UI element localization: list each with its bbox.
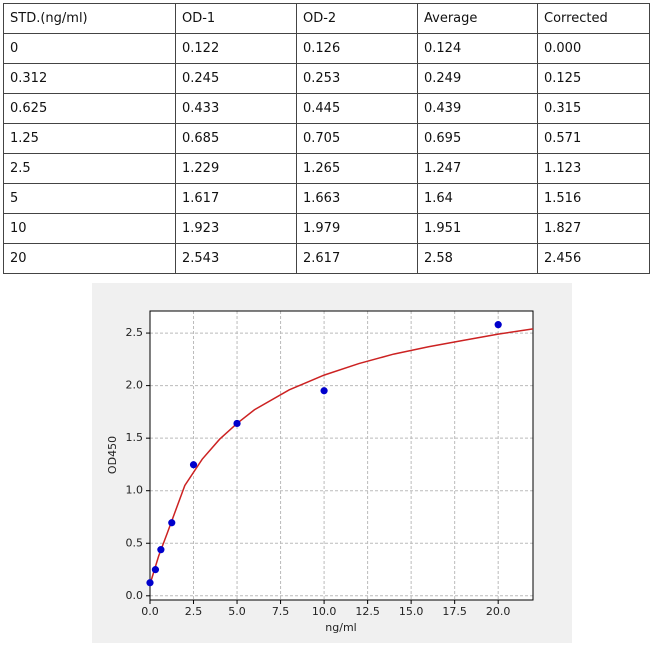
table-cell: 20 bbox=[3, 243, 176, 274]
x-tick-label: 15.0 bbox=[399, 605, 424, 618]
data-point bbox=[157, 546, 165, 554]
x-tick-label: 12.5 bbox=[355, 605, 380, 618]
table-cell: 0.685 bbox=[175, 123, 297, 154]
table-cell: Corrected bbox=[537, 3, 650, 34]
table-cell: 0.126 bbox=[296, 33, 418, 64]
table-cell: 1.516 bbox=[537, 183, 650, 214]
table-cell: 1.247 bbox=[417, 153, 538, 184]
data-point bbox=[146, 579, 154, 587]
data-point bbox=[320, 387, 328, 395]
header-row: STD.(ng/ml) OD-1 OD-2 Average Corrected bbox=[3, 3, 650, 34]
table-cell: 1.979 bbox=[296, 213, 418, 244]
x-tick-label: 7.5 bbox=[272, 605, 290, 618]
data-table: STD.(ng/ml) OD-1 OD-2 Average Corrected 0 0.12… bbox=[3, 3, 650, 274]
table-cell: 0.695 bbox=[417, 123, 538, 154]
data-point bbox=[233, 419, 241, 428]
plot-area bbox=[150, 311, 533, 600]
table-cell: Average bbox=[417, 3, 538, 34]
table-cell: 1.123 bbox=[537, 153, 650, 184]
y-tick-label: 2.5 bbox=[126, 326, 144, 339]
table-cell: 0.253 bbox=[296, 63, 418, 94]
y-axis-label: OD450 bbox=[106, 436, 119, 474]
y-tick-label: 1.0 bbox=[126, 484, 144, 497]
table-row: 5 1.617 1.663 1.64 1.516 bbox=[3, 183, 650, 214]
data-point bbox=[151, 566, 160, 574]
x-tick-label: 5.0 bbox=[228, 605, 246, 618]
x-tick-label: 2.5 bbox=[185, 605, 203, 618]
x-tick-label: 0.0 bbox=[141, 605, 159, 618]
data-point bbox=[189, 461, 198, 469]
fit-curve bbox=[149, 328, 534, 585]
table-cell: 2.456 bbox=[537, 243, 650, 274]
table-cell: 0.445 bbox=[296, 93, 418, 124]
table-row: 10 1.923 1.979 1.951 1.827 bbox=[3, 213, 650, 244]
x-tick-label: 17.5 bbox=[442, 605, 467, 618]
table-cell: STD.(ng/ml) bbox=[3, 3, 176, 34]
y-tick-label: 1.5 bbox=[126, 431, 144, 444]
table-row: 0 0.122 0.126 0.124 0.000 bbox=[3, 33, 650, 64]
plot-frame bbox=[149, 310, 534, 601]
y-tick-label: 0.0 bbox=[126, 589, 144, 602]
data-point bbox=[168, 519, 176, 527]
x-tick-label: 10.0 bbox=[312, 605, 337, 618]
table-cell: 2.543 bbox=[175, 243, 297, 274]
table-cell: 0.249 bbox=[417, 63, 538, 94]
table-cell: 1.64 bbox=[417, 183, 538, 214]
table-cell: 0.439 bbox=[417, 93, 538, 124]
table-cell: OD-1 bbox=[175, 3, 297, 34]
table-cell: 2.58 bbox=[417, 243, 538, 274]
data-point bbox=[494, 321, 502, 329]
x-tick-label: 20.0 bbox=[486, 605, 511, 618]
table-cell: 0.625 bbox=[3, 93, 176, 124]
y-tick-label: 2.0 bbox=[126, 379, 144, 392]
x-axis-label: ng/ml bbox=[325, 621, 356, 634]
table-cell: 1.827 bbox=[537, 213, 650, 244]
table-cell: 1.229 bbox=[175, 153, 297, 184]
table-row: 0.625 0.433 0.445 0.439 0.315 bbox=[3, 93, 650, 124]
table-cell: 0.122 bbox=[175, 33, 297, 64]
table-cell: 5 bbox=[3, 183, 176, 214]
table-row: 20 2.543 2.617 2.58 2.456 bbox=[3, 243, 650, 274]
table-cell: 2.617 bbox=[296, 243, 418, 274]
y-tick-label: 0.5 bbox=[126, 536, 144, 549]
